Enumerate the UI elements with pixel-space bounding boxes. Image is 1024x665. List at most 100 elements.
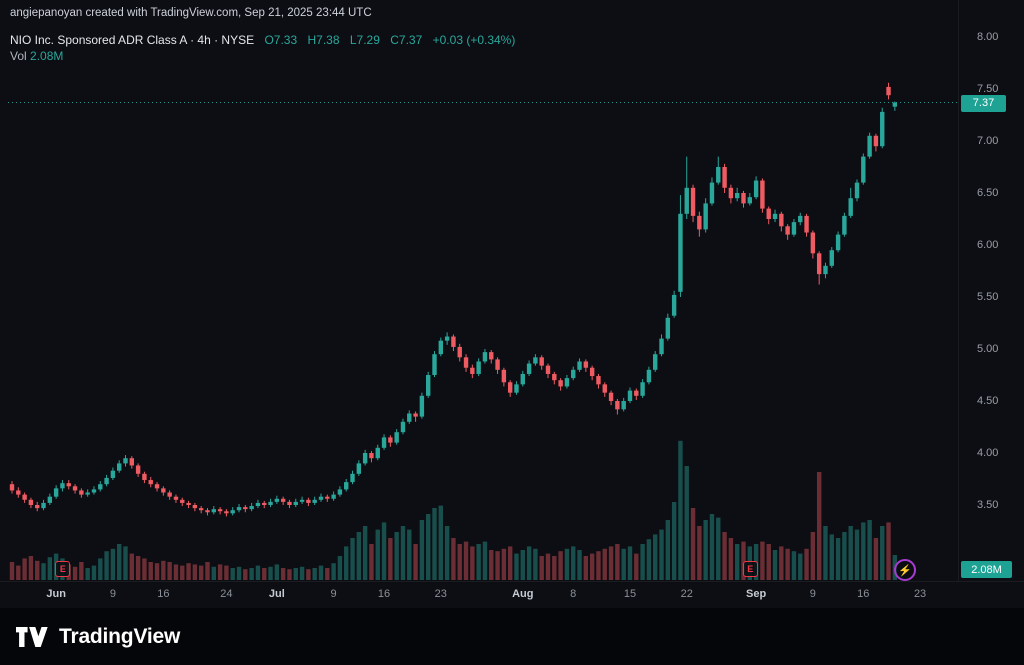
candle-body (9, 484, 15, 491)
candle-body (690, 187, 696, 216)
candle-body (842, 215, 847, 235)
price-tick-label: 8.00 (977, 31, 999, 43)
candle-body (381, 437, 387, 448)
volume-bar (299, 566, 305, 580)
candle-body (627, 390, 633, 401)
volume-bar (356, 532, 362, 580)
candle-body (772, 213, 778, 219)
candle-body (678, 213, 683, 292)
price-tick-label: 7.50 (977, 83, 999, 95)
volume-bar (816, 472, 822, 580)
candle-body (432, 354, 437, 375)
candle-body (476, 361, 481, 374)
candle-body (728, 187, 734, 199)
candle-body (293, 501, 298, 505)
volume-bar (583, 556, 589, 580)
time-tick-label: 16 (377, 588, 391, 600)
candle-body (344, 482, 349, 490)
candle-body (104, 477, 109, 485)
price-tick-label: 6.00 (977, 239, 999, 251)
candle-body (337, 489, 343, 495)
candle-body (659, 338, 664, 355)
candle-body (571, 369, 576, 379)
volume-bar (659, 529, 664, 580)
volume-bar (362, 526, 368, 580)
volume-bar (154, 563, 160, 580)
candle-body (861, 156, 866, 183)
candle-body (419, 395, 425, 417)
volume-bar (142, 558, 147, 580)
candle-body (331, 494, 336, 499)
candle-body (760, 180, 765, 209)
volume-bar (861, 522, 866, 580)
volume-bar (22, 558, 27, 580)
candle-body (829, 250, 834, 266)
tradingview-wordmark[interactable]: TradingView (59, 624, 181, 648)
volume-bar (369, 544, 374, 580)
volume-bar (129, 553, 135, 580)
volume-bar (236, 566, 242, 580)
flash-icon[interactable]: ⚡ (894, 559, 916, 581)
time-tick-label: 16 (157, 588, 170, 600)
volume-bar (501, 548, 507, 580)
candle-body (583, 361, 589, 368)
candle-body (142, 473, 147, 481)
volume-bar (779, 546, 784, 580)
volume-bar (785, 548, 790, 580)
volume-bar (312, 568, 317, 580)
time-tick-label: 9 (809, 588, 816, 600)
candle-body (558, 380, 563, 387)
earnings-icon[interactable]: E (742, 561, 758, 577)
candle-body (388, 437, 393, 443)
time-tick-label: 23 (434, 588, 447, 600)
time-tick-label: 16 (857, 588, 870, 600)
candle-body (785, 226, 790, 235)
volume-bar (451, 538, 456, 580)
volume-bar (180, 565, 185, 580)
candle-body (810, 232, 816, 254)
volume-bar (835, 538, 841, 580)
volume-bar (545, 553, 551, 580)
volume-bar (381, 522, 387, 580)
candle-body (823, 265, 828, 275)
volume-bar (709, 514, 715, 580)
candle-body (117, 463, 122, 471)
candle-body (684, 187, 689, 214)
volume-bar (596, 551, 601, 580)
candle-body (634, 390, 639, 396)
attribution-text: angiepanoyan created with TradingView.co… (10, 7, 372, 19)
candle-body (482, 352, 488, 362)
volume-bar (205, 562, 210, 580)
candle-body (816, 253, 822, 275)
volume-bar (734, 544, 740, 580)
volume-bar (344, 546, 349, 580)
candle-body (356, 463, 362, 474)
volume-bar (829, 534, 834, 580)
volume-bar (375, 529, 380, 580)
candle-body (161, 488, 166, 493)
volume-bar (798, 553, 803, 580)
tradingview-logo-icon[interactable] (16, 624, 50, 650)
candle-body (280, 498, 286, 502)
candle-body (501, 369, 507, 383)
volume-bar (564, 548, 570, 580)
volume-bar (16, 565, 21, 580)
candle-body (526, 363, 532, 374)
volume-bar (331, 563, 336, 580)
candle-body (369, 453, 374, 459)
volume-bar (470, 546, 475, 580)
candle-body (886, 86, 891, 96)
time-tick-label: 8 (570, 588, 577, 600)
earnings-icon[interactable]: E (55, 561, 71, 577)
volume-bar (123, 546, 128, 580)
symbol-title[interactable]: NIO Inc. Sponsored ADR Class A · 4h · NY… (10, 33, 255, 47)
time-tick-label: 24 (220, 588, 233, 600)
candle-body (312, 499, 317, 503)
candle-body (438, 340, 444, 355)
volume-bar (413, 544, 418, 580)
volume-bar (161, 560, 166, 580)
